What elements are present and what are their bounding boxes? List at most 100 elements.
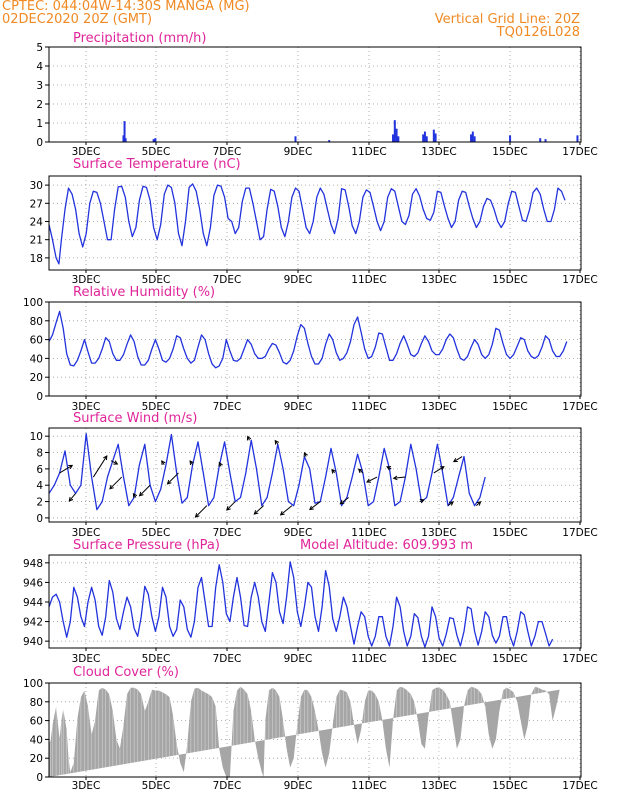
x-tick-label: 5DEC — [142, 401, 171, 413]
x-tick-label: 15DEC — [492, 780, 527, 792]
wind-arrow — [167, 472, 179, 485]
plot-area — [49, 310, 568, 369]
y-tick-label: 100 — [23, 678, 43, 690]
x-tick-label: 9DEC — [284, 527, 313, 539]
panel-frame — [48, 427, 582, 523]
y-tick-label: 4 — [36, 61, 43, 73]
precip-bar — [123, 121, 126, 142]
wind-arrow — [139, 484, 151, 497]
wind-arrow — [309, 501, 321, 510]
y-tick-label: 2 — [36, 99, 43, 111]
x-tick-label: 13DEC — [421, 401, 456, 413]
precip-bar — [423, 131, 426, 142]
precip-bar — [393, 120, 396, 142]
y-tick-label: 27 — [30, 198, 43, 210]
precip-bar — [432, 129, 435, 142]
y-tick-label: 0 — [36, 513, 43, 525]
y-tick-label: 4 — [36, 480, 43, 492]
plot-area — [122, 120, 579, 142]
precip-bar — [152, 139, 155, 142]
wind-arrow — [280, 505, 293, 516]
y-tick-label: 8 — [36, 448, 43, 460]
x-tick-label: 11DEC — [351, 401, 386, 413]
x-tick-label: 13DEC — [421, 780, 456, 792]
series-line — [49, 310, 568, 369]
wind-arrow-head — [166, 479, 172, 485]
panel-title: Precipitation (mm/h) — [73, 31, 206, 46]
precip-bar — [122, 135, 125, 142]
x-tick-label: 5DEC — [142, 274, 171, 286]
y-tick-label: 21 — [30, 235, 43, 247]
panel-frame — [48, 554, 582, 649]
x-tick-label: 3DEC — [72, 780, 101, 792]
model-code: TQ0126L028 — [496, 25, 580, 40]
y-tick-label: 10 — [30, 431, 43, 443]
x-tick-label: 7DEC — [213, 401, 242, 413]
precip-bar — [328, 140, 331, 142]
panel-title: Surface Temperature (nC) — [73, 157, 241, 172]
x-tick-label: 7DEC — [213, 780, 242, 792]
station-line: CPTEC: 044:04W-14:30S MANGA (MG) — [2, 0, 250, 14]
x-tick-label: 11DEC — [351, 274, 386, 286]
x-tick-label: 5DEC — [142, 780, 171, 792]
x-tick-label: 17DEC — [562, 274, 597, 286]
wind-arrow-head — [138, 491, 144, 497]
wind-arrow — [253, 505, 264, 515]
wind-arrow-head — [357, 468, 363, 474]
y-tick-label: 946 — [23, 577, 43, 589]
panel-title: Surface Pressure (hPa) — [73, 538, 220, 553]
x-tick-label: 7DEC — [213, 527, 242, 539]
wind-arrow-head — [103, 455, 108, 461]
wind-arrow-head — [339, 499, 345, 505]
wind-arrow-head — [253, 510, 259, 515]
precip-bar — [434, 133, 437, 142]
x-tick-label: 9DEC — [284, 653, 313, 665]
x-tick-label: 7DEC — [213, 146, 242, 158]
panel-title: Relative Humidity (%) — [73, 285, 215, 300]
wind-arrow — [433, 466, 445, 474]
wind-arrow-head — [274, 439, 280, 445]
wind-arrow-head — [386, 466, 392, 471]
panel-title: Cloud Cover (%) — [73, 665, 179, 680]
precip-bar — [576, 135, 579, 142]
x-tick-label: 7DEC — [213, 653, 242, 665]
precip-bar — [154, 138, 157, 142]
precip-bar — [473, 136, 476, 142]
model-altitude: Model Altitude: 609.993 m — [300, 538, 473, 553]
x-tick-label: 17DEC — [562, 401, 597, 413]
x-tick-label: 17DEC — [562, 146, 597, 158]
wind-arrow-head — [109, 484, 114, 490]
x-tick-label: 15DEC — [492, 146, 527, 158]
wind-arrow-head — [68, 464, 74, 470]
x-tick-label: 7DEC — [213, 274, 242, 286]
wind-arrow — [447, 501, 454, 507]
x-tick-label: 9DEC — [284, 274, 313, 286]
x-tick-label: 9DEC — [284, 401, 313, 413]
wind-arrow-head — [189, 460, 194, 466]
y-tick-label: 6 — [36, 464, 43, 476]
wind-arrow-head — [113, 460, 119, 465]
y-tick-label: 18 — [30, 253, 43, 265]
x-tick-label: 3DEC — [72, 653, 101, 665]
panel-frame — [48, 46, 582, 143]
y-tick-label: 100 — [23, 297, 43, 309]
y-tick-label: 80 — [30, 697, 43, 709]
y-tick-label: 942 — [23, 617, 43, 629]
panel-frame — [48, 682, 582, 778]
x-tick-label: 13DEC — [421, 527, 456, 539]
y-tick-label: 944 — [23, 597, 43, 609]
precip-bar — [294, 136, 297, 142]
wind-arrow — [110, 460, 118, 465]
y-tick-label: 940 — [23, 636, 43, 648]
y-tick-label: 20 — [30, 753, 43, 765]
x-tick-label: 13DEC — [421, 653, 456, 665]
x-tick-label: 3DEC — [72, 527, 101, 539]
wind-arrow-head — [68, 496, 74, 502]
wind-arrow-head — [226, 505, 231, 511]
wind-arrow — [226, 501, 236, 511]
x-tick-label: 3DEC — [72, 146, 101, 158]
x-tick-label: 15DEC — [492, 527, 527, 539]
x-tick-label: 3DEC — [72, 401, 101, 413]
y-tick-label: 24 — [30, 216, 44, 228]
y-tick-label: 60 — [30, 335, 43, 347]
